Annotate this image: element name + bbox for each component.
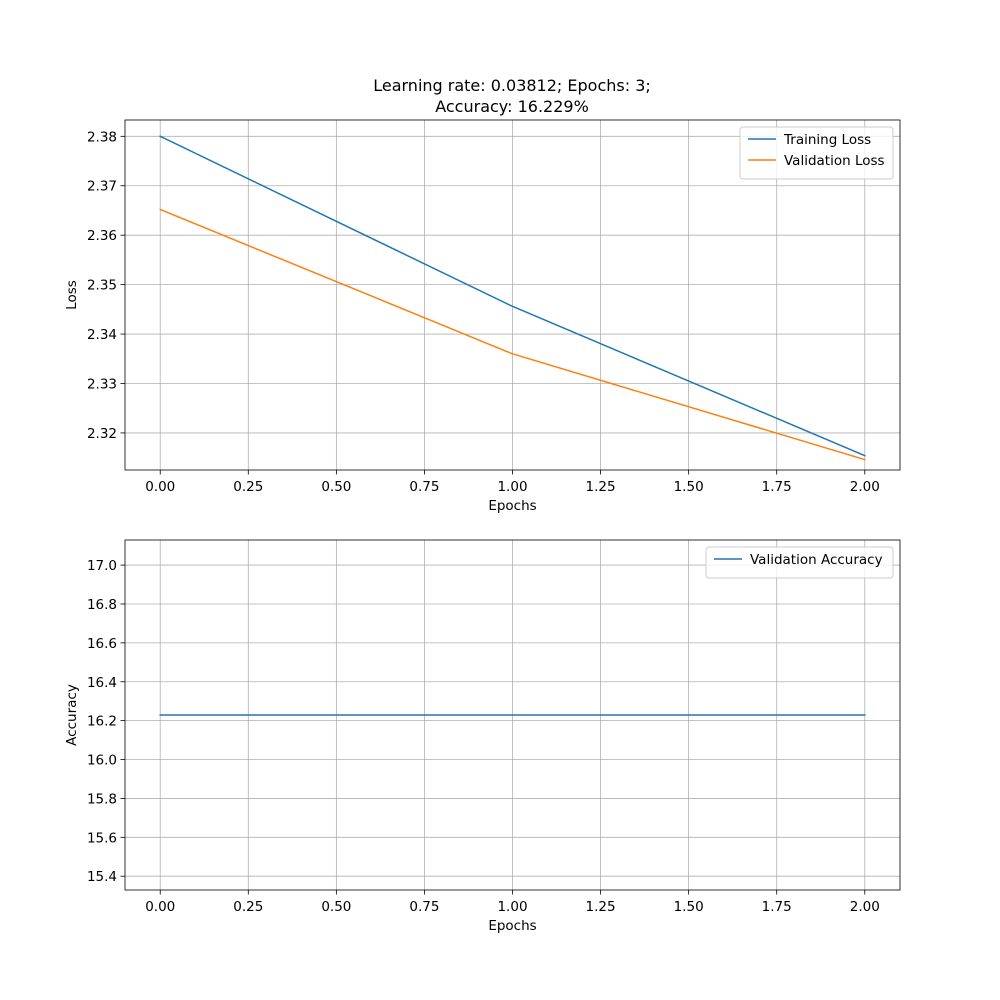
x-tick-label: 0.50 bbox=[321, 899, 351, 915]
x-axis-label: Epochs bbox=[488, 498, 536, 514]
x-tick-label: 1.25 bbox=[586, 479, 616, 495]
y-tick-label: 15.6 bbox=[87, 830, 117, 846]
y-tick-label: 2.32 bbox=[87, 426, 117, 442]
y-tick-label: 16.4 bbox=[87, 675, 117, 691]
x-tick-label: 1.50 bbox=[674, 899, 704, 915]
x-tick-label: 1.00 bbox=[497, 899, 527, 915]
y-tick-label: 2.37 bbox=[87, 179, 117, 195]
x-tick-label: 1.25 bbox=[586, 899, 616, 915]
x-tick-label: 1.75 bbox=[762, 899, 792, 915]
chart-title-line1: Learning rate: 0.03812; Epochs: 3; bbox=[373, 76, 651, 95]
y-tick-label: 15.4 bbox=[87, 869, 117, 885]
y-axis-label: Loss bbox=[64, 280, 80, 310]
x-tick-label: 0.00 bbox=[145, 479, 175, 495]
y-tick-label: 16.6 bbox=[87, 636, 117, 652]
y-tick-label: 15.8 bbox=[87, 791, 117, 807]
x-tick-label: 2.00 bbox=[850, 479, 880, 495]
legend-box bbox=[705, 546, 894, 579]
x-tick-label: 0.00 bbox=[145, 899, 175, 915]
accuracy-plot: 0.00 0.25 0.50 0.75 1.00 1.25 1.50 1.75 2.00 15.4… bbox=[64, 539, 901, 934]
y-tick-label: 2.36 bbox=[87, 228, 117, 244]
x-axis-label: Epochs bbox=[488, 918, 536, 934]
legend-box bbox=[739, 126, 894, 180]
legend-entry-label: Training Loss bbox=[783, 132, 871, 148]
x-tick-label: 0.75 bbox=[409, 479, 439, 495]
x-tick-label: 1.50 bbox=[674, 479, 704, 495]
y-tick-label: 2.33 bbox=[87, 376, 117, 392]
x-tick-label: 0.25 bbox=[233, 479, 263, 495]
y-tick-label: 16.0 bbox=[87, 753, 117, 769]
x-tick-label: 1.75 bbox=[762, 479, 792, 495]
y-tick-label: 2.35 bbox=[87, 278, 117, 294]
x-tick-label: 0.75 bbox=[409, 899, 439, 915]
y-tick-label: 16.8 bbox=[87, 597, 117, 613]
chart-title-line2: Accuracy: 16.229% bbox=[435, 97, 589, 116]
x-tick-label: 0.50 bbox=[321, 479, 351, 495]
y-tick-label: 2.34 bbox=[87, 327, 117, 343]
loss-plot: 0.00 0.25 0.50 0.75 1.00 1.25 1.50 1.75 2.00 2.32… bbox=[64, 119, 901, 514]
legend: Validation Accuracy bbox=[705, 546, 894, 579]
series-line-training-loss bbox=[159, 135, 866, 457]
y-tick-label: 2.38 bbox=[87, 129, 117, 145]
legend: Training Loss Validation Loss bbox=[739, 126, 894, 180]
y-tick-label: 16.2 bbox=[87, 714, 117, 730]
x-tick-label: 2.00 bbox=[850, 899, 880, 915]
y-axis-label: Accuracy bbox=[64, 684, 80, 746]
y-tick-label: 17.0 bbox=[87, 558, 117, 574]
legend-entry-label: Validation Accuracy bbox=[750, 552, 883, 568]
x-tick-label: 1.00 bbox=[497, 479, 527, 495]
x-tick-label: 0.25 bbox=[233, 899, 263, 915]
legend-entry-label: Validation Loss bbox=[784, 153, 885, 169]
series-line-validation-loss bbox=[159, 208, 866, 461]
